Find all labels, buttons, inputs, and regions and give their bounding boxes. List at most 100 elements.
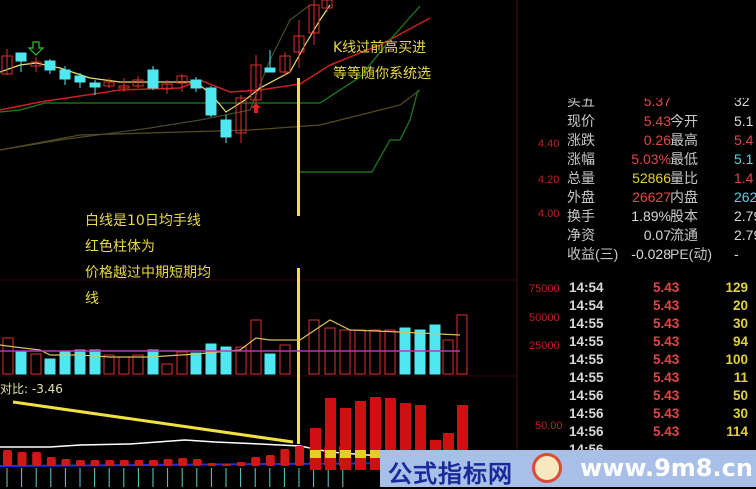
price-axis-label: 4.20: [538, 174, 560, 186]
indicator-bar: [222, 464, 231, 466]
candle-body: [89, 82, 101, 88]
indicator-bar: [415, 405, 426, 470]
quote-label2: 内盘: [670, 189, 698, 205]
quote-row: 收益(三) -0.028 PE(动) -: [567, 245, 756, 264]
volume-bar: [279, 344, 291, 375]
trade-price: 5.43: [653, 352, 680, 367]
trade-volume: 129: [725, 280, 748, 295]
quote-panel: 买五 5.37 32 现价 5.43 今开 5.1 涨跌 0.26 最高 5.4 涨…: [567, 98, 756, 264]
volume-bar: [369, 329, 381, 375]
indicator-bar: [340, 408, 351, 470]
indicator-bar: [370, 397, 381, 470]
volume-bar: [30, 353, 42, 375]
trade-time: 14:55: [569, 334, 604, 349]
volume-bar: [74, 349, 86, 375]
volume-bar: [235, 346, 247, 375]
trade-time: 14:54: [569, 298, 604, 313]
quote-row: 涨跌 0.26 最高 5.4: [567, 131, 756, 150]
kline-note-1: K线过前高买进: [333, 40, 427, 56]
trade-row: 14:54 5.43 129: [567, 279, 756, 297]
white-line-note: 白线是10日均手线: [85, 213, 201, 229]
indicator-bar: [149, 460, 158, 466]
volume-bar: [176, 351, 188, 375]
quote-value: -0.028: [631, 246, 671, 262]
volume-axis-label: 50000: [529, 312, 560, 324]
indicator-bar-yellow: [355, 450, 366, 458]
quote-value2: 2.79亿: [734, 227, 756, 243]
trade-volume: 114: [726, 424, 748, 439]
signal-line: [297, 268, 300, 444]
trade-volume: 30: [732, 316, 748, 331]
quote-label: 净资: [567, 227, 595, 243]
trade-volume: 94: [732, 334, 748, 349]
volume-bar: [339, 329, 351, 375]
watermark-url: www.9m8.cn: [580, 454, 753, 482]
trend-line: [12, 400, 294, 444]
trade-volume: 100: [725, 352, 748, 367]
volume-bar: [190, 352, 202, 375]
volume-bar: [456, 314, 468, 375]
indicator-bar-yellow: [370, 450, 381, 458]
candle-body: [250, 64, 262, 101]
trade-row: 14:56 5.43 30: [567, 405, 756, 423]
indicator-bar: [280, 449, 290, 466]
volume-bar: [429, 324, 441, 375]
indicator-bar: [400, 403, 411, 470]
indicator-bar: [90, 460, 100, 466]
trade-volume: 30: [732, 406, 748, 421]
volume-axis-label: 25000: [529, 340, 560, 352]
quote-row: 涨幅 5.03% 最低 5.1: [567, 150, 756, 169]
volume-bar: [250, 319, 262, 375]
quote-label: 涨跌: [567, 132, 595, 148]
quote-row: 外盘 26627 内盘 2623: [567, 188, 756, 207]
indicator-bar: [134, 460, 144, 466]
quote-row: 总量 52866 量比 1.4: [567, 169, 756, 188]
candle-body: [321, 0, 333, 9]
band-green-line: [0, 5, 421, 113]
candle-body: [118, 85, 130, 89]
quote-label: 现价: [567, 113, 595, 129]
trade-row: 14:55 5.43 94: [567, 333, 756, 351]
indicator-bar: [163, 459, 173, 466]
candle-body: [30, 61, 42, 67]
band-upper-line: [0, 4, 311, 151]
quote-value2: 2623: [734, 189, 756, 205]
trade-row: 14:54 5.43 20: [567, 297, 756, 315]
trade-volume: 11: [733, 370, 748, 385]
trade-price: 5.43: [653, 316, 680, 331]
volume-bar: [2, 337, 14, 375]
kline-note-2: 等等随你系统选: [333, 66, 431, 82]
trade-time: 14:56: [569, 388, 604, 403]
trade-volume: 20: [732, 298, 748, 313]
price-axis-label: 4.40: [538, 138, 560, 150]
volume-bar: [161, 363, 173, 375]
trade-price: 5.43: [653, 334, 680, 349]
trade-list[interactable]: 14:54 5.43 129 14:54 5.43 20 14:55 5.43 30…: [567, 279, 756, 459]
volume-bar: [103, 354, 115, 375]
indicator-bar: [207, 463, 217, 466]
quote-value: 0.26: [643, 132, 671, 148]
quote-value2: 5.4: [734, 132, 754, 148]
volume-bar: [44, 358, 56, 375]
quote-row: 换手 1.89% 股本 2.79亿: [567, 207, 756, 226]
watermark-banner: 公式指标网 www.9m8.cn: [380, 450, 756, 488]
candle-body: [205, 87, 217, 116]
indicator-bar: [310, 428, 321, 470]
quote-value2: 2.79亿: [734, 208, 756, 224]
volume-bar: [147, 349, 159, 375]
quote-value: 26627: [632, 189, 671, 205]
quote-value2: 32: [734, 98, 750, 109]
volume-bar: [205, 343, 217, 375]
quote-row: 净资 0.07 流通 2.79亿: [567, 226, 756, 245]
trade-row: 14:56 5.43 114: [567, 423, 756, 441]
indicator-bar: [46, 457, 56, 466]
band-green-lower-line: [300, 89, 419, 173]
quote-label2: 最高: [670, 132, 698, 148]
candle-body: [235, 97, 247, 134]
indicator-bar: [192, 459, 202, 466]
candle-body: [264, 67, 276, 73]
price-axis-label: 4.00: [538, 208, 560, 220]
quote-value: 0.07: [643, 227, 671, 243]
quote-value2: -: [734, 246, 739, 262]
indicator-bar: [325, 398, 336, 470]
